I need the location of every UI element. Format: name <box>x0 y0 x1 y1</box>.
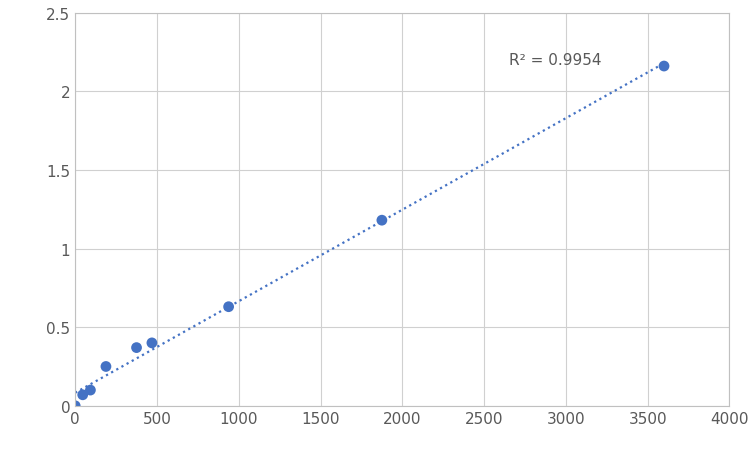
Point <box>100 363 112 370</box>
Point <box>223 304 235 311</box>
Point <box>84 387 96 394</box>
Text: R² = 0.9954: R² = 0.9954 <box>508 53 601 68</box>
Point <box>77 391 89 399</box>
Point <box>69 402 81 410</box>
Point <box>376 217 388 224</box>
Point <box>146 340 158 347</box>
Point <box>131 344 143 351</box>
Point <box>658 63 670 70</box>
